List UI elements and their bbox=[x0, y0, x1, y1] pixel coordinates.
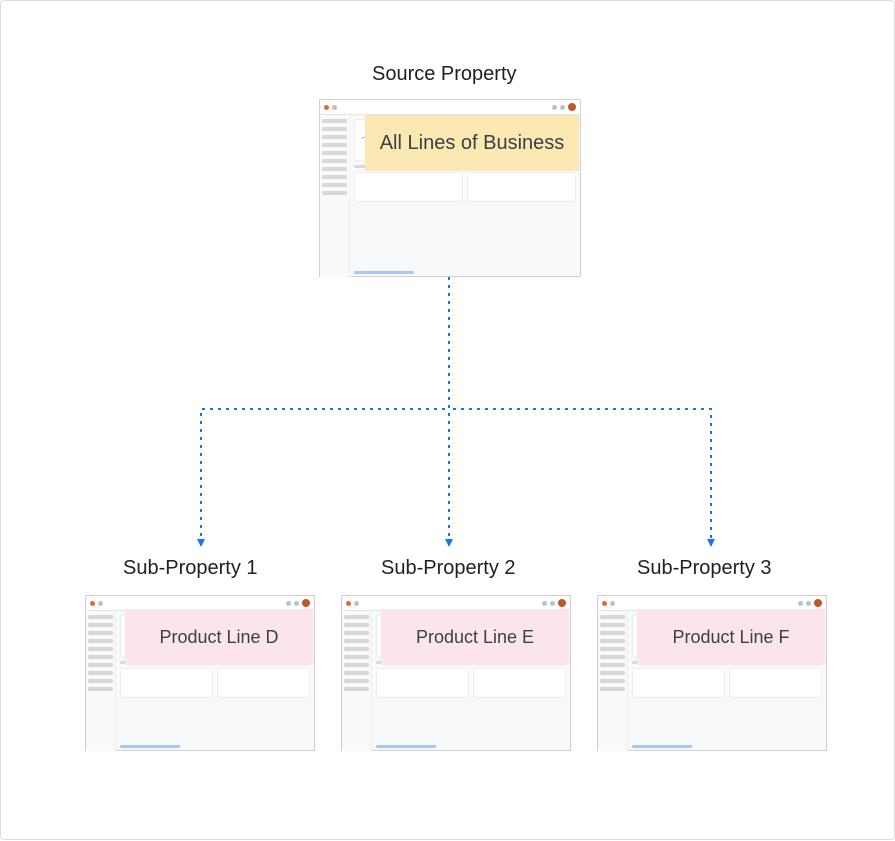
source-title: Source Property bbox=[372, 63, 517, 86]
sub-property-title: Sub-Property 3 bbox=[637, 557, 772, 580]
diagram-canvas: Source Property bbox=[0, 0, 895, 840]
sub-property-overlay-label: Product Line D bbox=[125, 609, 313, 665]
source-overlay-label: All Lines of Business bbox=[365, 115, 579, 171]
sub-property-title: Sub-Property 2 bbox=[381, 557, 516, 580]
source-overlay-text: All Lines of Business bbox=[380, 131, 565, 155]
sub-property-overlay-label: Product Line E bbox=[381, 609, 569, 665]
sub-property-title: Sub-Property 1 bbox=[123, 557, 258, 580]
sub-property-overlay-label: Product Line F bbox=[637, 609, 825, 665]
